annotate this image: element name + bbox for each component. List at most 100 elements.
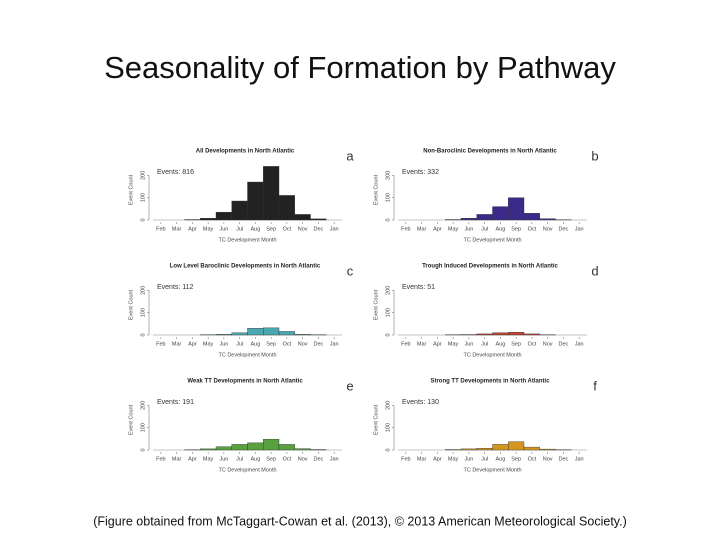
x-tick-label: Jun: [219, 226, 228, 232]
bar: [231, 200, 248, 221]
x-tick-label: Oct: [528, 456, 537, 462]
x-tick-label: Nov: [298, 456, 308, 462]
bar: [263, 327, 280, 336]
bar: [278, 444, 295, 451]
x-tick-label: Oct: [283, 226, 292, 232]
x-tick-label: Aug: [250, 456, 260, 462]
bar: [492, 444, 509, 451]
x-tick-label: Jul: [481, 341, 488, 347]
y-tick-label: 200: [385, 401, 391, 410]
x-tick-label: Apr: [188, 341, 197, 347]
x-tick-label: Dec: [313, 341, 323, 347]
x-tick-label: Nov: [543, 226, 553, 232]
y-tick-label: 0: [385, 448, 391, 451]
x-tick-label: Jan: [330, 456, 339, 462]
y-axis-label: Event Count: [128, 174, 134, 205]
x-tick-label: Aug: [495, 341, 505, 347]
y-tick-label: 200: [385, 171, 391, 180]
x-tick-label: Dec: [313, 226, 323, 232]
y-tick-label: 0: [140, 333, 146, 336]
bar: [523, 333, 540, 336]
bar: [476, 448, 493, 451]
events-label: Events: 130: [402, 399, 439, 406]
bar: [476, 214, 493, 221]
y-tick-label: 200: [140, 401, 146, 410]
y-axis-label: Event Count: [128, 289, 134, 320]
panel-title: All Developments in North Atlantic: [196, 149, 295, 155]
x-tick-label: Jan: [575, 456, 584, 462]
x-tick-label: Dec: [558, 226, 568, 232]
x-tick-label: Dec: [558, 456, 568, 462]
panel-letter: c: [347, 263, 354, 278]
x-tick-label: Sep: [511, 226, 521, 232]
x-axis-label: TC Development Month: [218, 237, 276, 243]
x-axis-label: TC Development Month: [218, 352, 276, 358]
x-tick-label: Aug: [495, 226, 505, 232]
x-tick-label: Jan: [575, 226, 584, 232]
panel-title: Weak TT Developments in North Atlantic: [187, 379, 303, 385]
x-tick-label: Aug: [250, 341, 260, 347]
bar: [247, 181, 264, 221]
bar: [539, 448, 556, 451]
events-label: Events: 332: [402, 169, 439, 176]
x-tick-label: Feb: [401, 226, 410, 232]
x-tick-label: Sep: [266, 341, 276, 347]
bar: [278, 331, 295, 336]
bar: [523, 213, 540, 221]
x-tick-label: Jan: [575, 341, 584, 347]
bar: [492, 206, 509, 221]
x-tick-label: Oct: [283, 456, 292, 462]
y-tick-label: 0: [140, 448, 146, 451]
x-tick-label: Jan: [330, 226, 339, 232]
panel-title: Strong TT Developments in North Atlantic: [430, 379, 550, 385]
x-tick-label: Dec: [558, 341, 568, 347]
bar: [294, 214, 311, 221]
x-tick-label: Mar: [172, 456, 182, 462]
y-tick-label: 100: [140, 308, 146, 317]
x-tick-label: Jun: [464, 341, 473, 347]
y-axis-label: Event Count: [373, 404, 379, 435]
x-tick-label: May: [448, 226, 459, 232]
panel-letter: e: [346, 378, 353, 393]
x-tick-label: Apr: [188, 226, 197, 232]
panel-letter: f: [593, 378, 597, 393]
bar: [200, 448, 217, 451]
x-tick-label: Jul: [236, 226, 243, 232]
x-tick-label: Feb: [156, 341, 165, 347]
x-tick-label: Sep: [266, 456, 276, 462]
x-tick-label: Jul: [236, 341, 243, 347]
bar: [460, 218, 477, 221]
bar: [247, 328, 264, 336]
y-tick-label: 0: [140, 218, 146, 221]
x-tick-label: Mar: [172, 341, 182, 347]
x-tick-label: May: [203, 226, 214, 232]
x-tick-label: Jun: [464, 456, 473, 462]
x-tick-label: Apr: [433, 456, 442, 462]
y-axis-label: Event Count: [373, 289, 379, 320]
x-tick-label: Aug: [250, 226, 260, 232]
x-tick-label: Oct: [528, 341, 537, 347]
y-tick-label: 0: [385, 218, 391, 221]
bar: [215, 211, 232, 221]
x-tick-label: Apr: [433, 341, 442, 347]
x-tick-label: Sep: [266, 226, 276, 232]
x-tick-label: Nov: [298, 341, 308, 347]
x-tick-label: Nov: [298, 226, 308, 232]
x-tick-label: Oct: [283, 341, 292, 347]
panel-letter: a: [346, 148, 354, 163]
panel-title: Trough Induced Developments in North Atl…: [422, 264, 558, 270]
x-tick-label: Feb: [401, 341, 410, 347]
bar: [215, 446, 232, 451]
panel-title: Low Level Baroclinic Developments in Nor…: [170, 264, 321, 270]
x-tick-label: Dec: [313, 456, 323, 462]
panel-letter: d: [591, 263, 598, 278]
bar: [231, 444, 248, 451]
x-tick-label: Feb: [401, 456, 410, 462]
x-tick-label: Apr: [188, 456, 197, 462]
bar: [539, 218, 556, 221]
bar: [215, 334, 232, 336]
x-tick-label: Jun: [219, 341, 228, 347]
x-tick-label: Mar: [417, 341, 427, 347]
x-tick-label: Feb: [156, 226, 165, 232]
